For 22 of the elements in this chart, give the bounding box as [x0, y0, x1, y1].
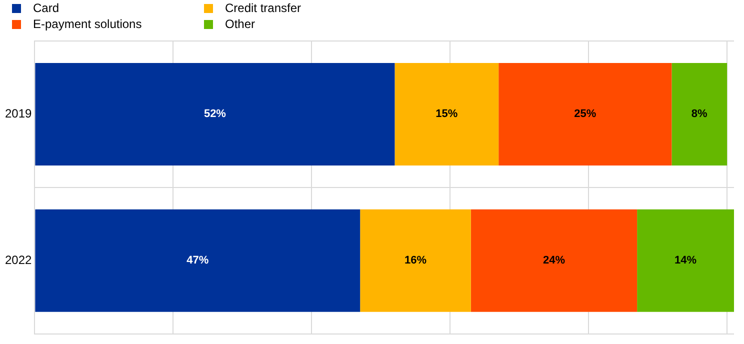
data-label: 52% — [204, 108, 226, 120]
y-tick-label: 2019 — [4, 106, 32, 121]
bar — [470, 209, 638, 312]
bar — [498, 62, 672, 166]
bar — [394, 62, 499, 166]
legend-label: Credit transfer — [225, 1, 302, 15]
data-label: 24% — [542, 254, 566, 267]
data-label: 47% — [186, 254, 209, 267]
data-label: 25% — [574, 108, 596, 120]
data-label: 14% — [674, 254, 697, 267]
legend-label: Card — [33, 1, 60, 15]
legend-label: Other — [225, 17, 256, 31]
bar — [35, 209, 360, 312]
data-label: 15% — [436, 108, 458, 120]
bar — [360, 209, 471, 312]
bar — [35, 62, 395, 166]
legend-label: E-payment solutions — [33, 17, 142, 31]
y-tick-label: 2022 — [4, 252, 32, 267]
data-label: 8% — [691, 108, 708, 120]
data-label: 16% — [404, 254, 427, 267]
bar — [637, 209, 734, 312]
bar — [672, 62, 728, 166]
